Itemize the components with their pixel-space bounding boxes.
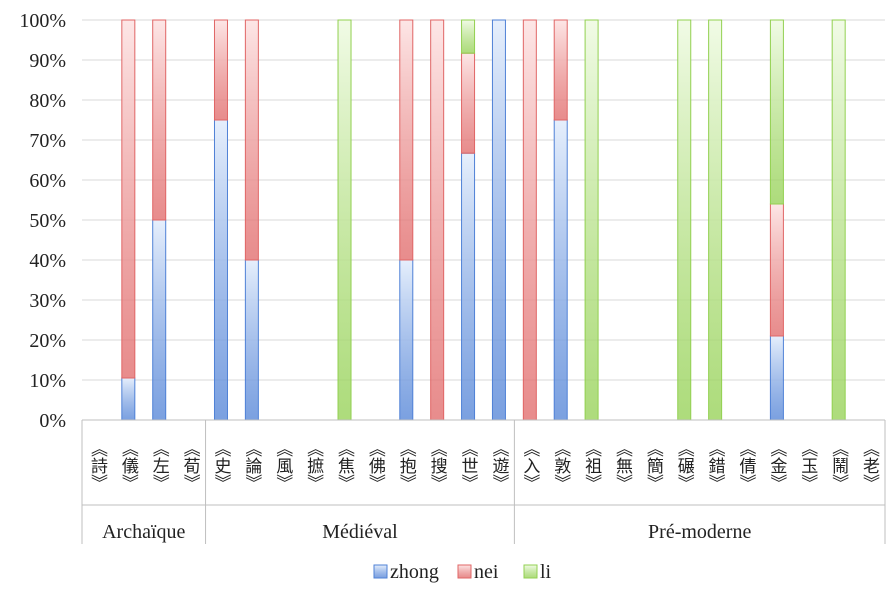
bar-li	[677, 19, 692, 421]
x-category-label: 《鬧》	[829, 440, 849, 491]
bar-li	[831, 19, 846, 421]
y-tick-label: 80%	[29, 90, 66, 112]
bar-zhong	[491, 19, 506, 421]
x-category-label: 《風》	[273, 440, 293, 491]
bar-li	[769, 19, 784, 205]
bar-zhong	[244, 259, 259, 421]
x-category-label: 《錯》	[706, 440, 726, 491]
legend-label-zhong: zhong	[390, 561, 439, 583]
bar-zhong	[399, 259, 414, 421]
y-tick-label: 50%	[29, 210, 66, 232]
x-category-label: 《入》	[520, 440, 540, 491]
x-category-label: 《論》	[242, 440, 262, 491]
bar-zhong	[121, 377, 136, 421]
bar-nei	[769, 203, 784, 337]
y-tick-label: 10%	[29, 370, 66, 392]
x-category-label: 《詩》	[88, 440, 108, 491]
x-category-label: 《儀》	[119, 440, 139, 491]
x-category-label: 《世》	[459, 440, 479, 491]
y-tick-label: 40%	[29, 250, 66, 272]
bar-li	[584, 19, 599, 421]
bar-nei	[244, 19, 259, 261]
bar-zhong	[769, 335, 784, 421]
y-tick-label: 70%	[29, 130, 66, 152]
legend-swatch-nei	[457, 564, 472, 579]
x-category-label: 《佛》	[366, 440, 386, 491]
legend-label-li: li	[540, 561, 552, 583]
bar-zhong	[461, 152, 476, 421]
bar-li	[461, 19, 476, 54]
bar-zhong	[213, 119, 228, 421]
bar-nei	[399, 19, 414, 261]
group-label: Médiéval	[322, 521, 398, 543]
bar-nei	[121, 19, 136, 379]
x-category-label: 《摭》	[304, 440, 324, 491]
gridlines	[82, 19, 885, 421]
x-category-label: 《抱》	[397, 440, 417, 491]
bar-nei	[461, 52, 476, 154]
y-tick-label: 90%	[29, 50, 66, 72]
y-tick-label: 60%	[29, 170, 66, 192]
x-category-label: 《遊》	[489, 440, 509, 491]
bar-li	[337, 19, 352, 421]
x-category-label: 《左》	[150, 440, 170, 491]
bar-zhong	[553, 119, 568, 421]
x-category-label: 《老》	[860, 440, 880, 491]
x-category-label: 《史》	[211, 440, 231, 491]
x-category-label: 《荀》	[181, 440, 201, 491]
bar-nei	[152, 19, 167, 221]
y-tick-label: 0%	[39, 410, 66, 432]
bar-li	[708, 19, 723, 421]
bars	[121, 19, 846, 421]
y-tick-label: 20%	[29, 330, 66, 352]
x-category-label: 《祖》	[582, 440, 602, 491]
y-tick-label: 30%	[29, 290, 66, 312]
group-label: Archaïque	[102, 521, 185, 543]
x-category-label: 《焦》	[335, 440, 355, 491]
x-category-label: 《搜》	[428, 440, 448, 491]
bar-nei	[553, 19, 568, 121]
axes: 0%10%20%30%40%50%60%70%80%90%100%《詩》 《儀》《…	[19, 10, 886, 544]
x-category-label: 《倩》	[737, 440, 757, 491]
legend-swatch-li	[523, 564, 538, 579]
bar-nei	[213, 19, 228, 121]
legend-label-nei: nei	[474, 561, 499, 583]
legend-swatch-zhong	[373, 564, 388, 579]
bar-zhong	[152, 219, 167, 421]
legend: zhong nei li	[373, 561, 552, 583]
x-category-label: 《金》	[767, 440, 787, 491]
y-tick-label: 100%	[19, 10, 66, 32]
x-category-label: 《無》	[613, 440, 633, 491]
bar-nei	[430, 19, 445, 421]
x-category-label: 《敦》	[551, 440, 571, 491]
x-category-label: 《簡》	[644, 440, 664, 491]
x-category-label: 《玉》	[798, 440, 818, 491]
bar-nei	[522, 19, 537, 421]
group-label: Pré-moderne	[648, 521, 751, 543]
x-category-label: 《碾》	[675, 440, 695, 491]
